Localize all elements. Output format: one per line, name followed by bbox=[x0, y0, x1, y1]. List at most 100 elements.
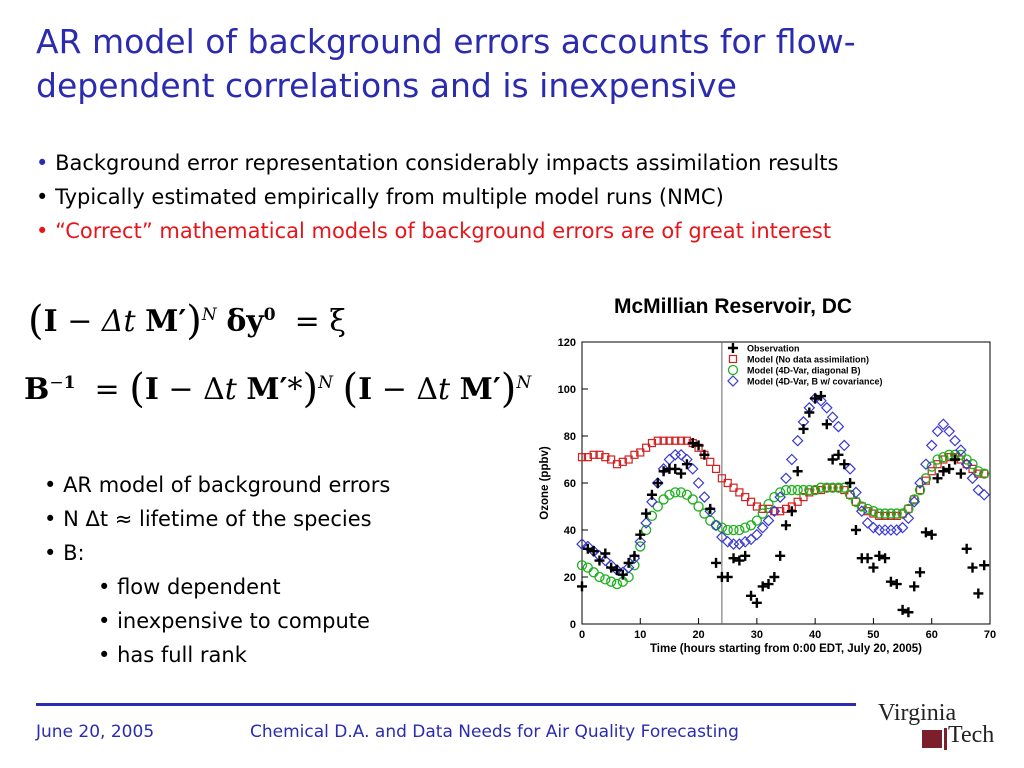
y-axis-label: Ozone (ppbv) bbox=[539, 446, 551, 520]
y-tick-label: 80 bbox=[564, 431, 576, 443]
data-point-circle bbox=[576, 560, 588, 571]
data-point-circle bbox=[652, 501, 663, 512]
x-tick-label: 30 bbox=[751, 629, 763, 641]
data-point-circle bbox=[786, 484, 797, 496]
data-point-diamond bbox=[867, 521, 880, 534]
data-point-diamond bbox=[920, 458, 932, 471]
data-point-plus bbox=[588, 546, 599, 557]
data-point-plus bbox=[635, 529, 646, 540]
data-point-plus bbox=[885, 576, 896, 587]
x-tick-label: 0 bbox=[579, 629, 585, 641]
data-point-square bbox=[915, 485, 925, 495]
data-point-diamond bbox=[978, 488, 991, 501]
data-point-square bbox=[665, 436, 674, 445]
ar-bullet: • N Δt ≈ lifetime of the species bbox=[44, 507, 372, 531]
data-point-circle bbox=[757, 508, 768, 519]
data-point-diamond bbox=[844, 463, 856, 475]
data-point-square bbox=[933, 460, 942, 469]
data-point-diamond bbox=[721, 535, 734, 548]
chart-title: McMillian Reservoir, DC bbox=[614, 295, 853, 318]
data-point-circle bbox=[600, 574, 611, 585]
data-point-circle bbox=[780, 484, 792, 496]
data-point-plus bbox=[891, 579, 902, 590]
data-point-circle bbox=[751, 515, 763, 526]
legend-label: Model (No data assimilation) bbox=[747, 355, 869, 365]
data-point-plus bbox=[845, 478, 856, 488]
data-point-plus bbox=[955, 468, 966, 479]
ar-bullets: • AR model of background errors • N Δt ≈… bbox=[44, 468, 390, 672]
y-tick-label: 0 bbox=[570, 619, 576, 631]
data-point-circle bbox=[740, 522, 751, 533]
legend-marker-plus bbox=[727, 343, 738, 353]
data-point-circle bbox=[804, 484, 815, 496]
data-point-square bbox=[577, 453, 587, 462]
data-point-plus bbox=[623, 557, 634, 568]
data-point-plus bbox=[641, 508, 652, 519]
data-point-plus bbox=[821, 419, 832, 430]
data-point-diamond bbox=[902, 512, 915, 525]
data-point-circle bbox=[792, 484, 803, 496]
data-point-square bbox=[659, 436, 668, 445]
data-point-circle bbox=[914, 484, 926, 496]
x-tick-label: 20 bbox=[692, 629, 704, 641]
data-point-square bbox=[618, 457, 627, 466]
ar-subbullet: • has full rank bbox=[98, 643, 247, 667]
ar-subbullet: • inexpensive to compute bbox=[98, 609, 370, 633]
data-point-circle bbox=[734, 524, 745, 536]
intro-bullets: • Background error representation consid… bbox=[36, 146, 838, 248]
data-point-plus bbox=[658, 466, 669, 477]
data-point-square bbox=[793, 497, 802, 506]
data-point-plus bbox=[611, 564, 622, 575]
data-point-circle bbox=[839, 482, 850, 493]
data-point-plus bbox=[967, 562, 978, 573]
bullet-3: • “Correct” mathematical models of backg… bbox=[36, 219, 832, 243]
data-point-diamond bbox=[955, 444, 967, 456]
data-point-circle bbox=[920, 473, 932, 484]
data-point-plus bbox=[711, 557, 722, 568]
data-point-diamond bbox=[710, 519, 722, 532]
data-point-plus bbox=[722, 572, 733, 582]
data-point-square bbox=[822, 483, 831, 492]
data-point-plus bbox=[833, 449, 844, 460]
data-point-diamond bbox=[576, 538, 588, 550]
data-point-plus bbox=[909, 581, 920, 592]
data-point-square bbox=[612, 460, 622, 469]
data-point-square bbox=[642, 443, 651, 452]
data-point-plus bbox=[734, 555, 745, 566]
data-point-diamond bbox=[716, 531, 728, 543]
data-point-plus bbox=[693, 440, 704, 451]
data-point-circle bbox=[745, 520, 757, 531]
data-point-circle bbox=[728, 524, 739, 536]
data-point-circle bbox=[699, 508, 710, 519]
data-point-plus bbox=[804, 407, 815, 418]
data-point-plus bbox=[839, 459, 850, 470]
data-point-diamond bbox=[832, 420, 845, 433]
data-point-circle bbox=[856, 501, 867, 512]
x-tick-label: 40 bbox=[809, 629, 821, 641]
data-point-circle bbox=[909, 494, 920, 505]
data-point-plus bbox=[920, 527, 931, 538]
data-point-diamond bbox=[762, 514, 775, 527]
data-point-plus bbox=[950, 454, 961, 465]
data-point-square bbox=[589, 450, 598, 459]
data-point-plus bbox=[786, 506, 797, 517]
data-point-square bbox=[636, 448, 645, 457]
data-point-square bbox=[595, 450, 604, 459]
data-point-plus bbox=[874, 550, 885, 561]
data-point-circle bbox=[693, 501, 704, 512]
data-point-diamond bbox=[599, 554, 612, 567]
data-point-plus bbox=[606, 562, 617, 573]
data-point-square bbox=[752, 502, 761, 511]
data-point-plus bbox=[670, 463, 681, 474]
data-point-square bbox=[857, 502, 866, 511]
footer-date: June 20, 2005 bbox=[36, 722, 155, 742]
data-point-plus bbox=[973, 588, 984, 599]
ar-subbullet: • flow dependent bbox=[98, 575, 281, 599]
y-tick-label: 100 bbox=[558, 384, 576, 396]
data-point-diamond bbox=[646, 495, 658, 508]
data-point-diamond bbox=[855, 505, 868, 518]
data-point-plus bbox=[582, 543, 593, 554]
data-point-diamond bbox=[838, 439, 851, 452]
data-point-circle bbox=[582, 562, 593, 573]
y-tick-label: 60 bbox=[564, 478, 576, 490]
